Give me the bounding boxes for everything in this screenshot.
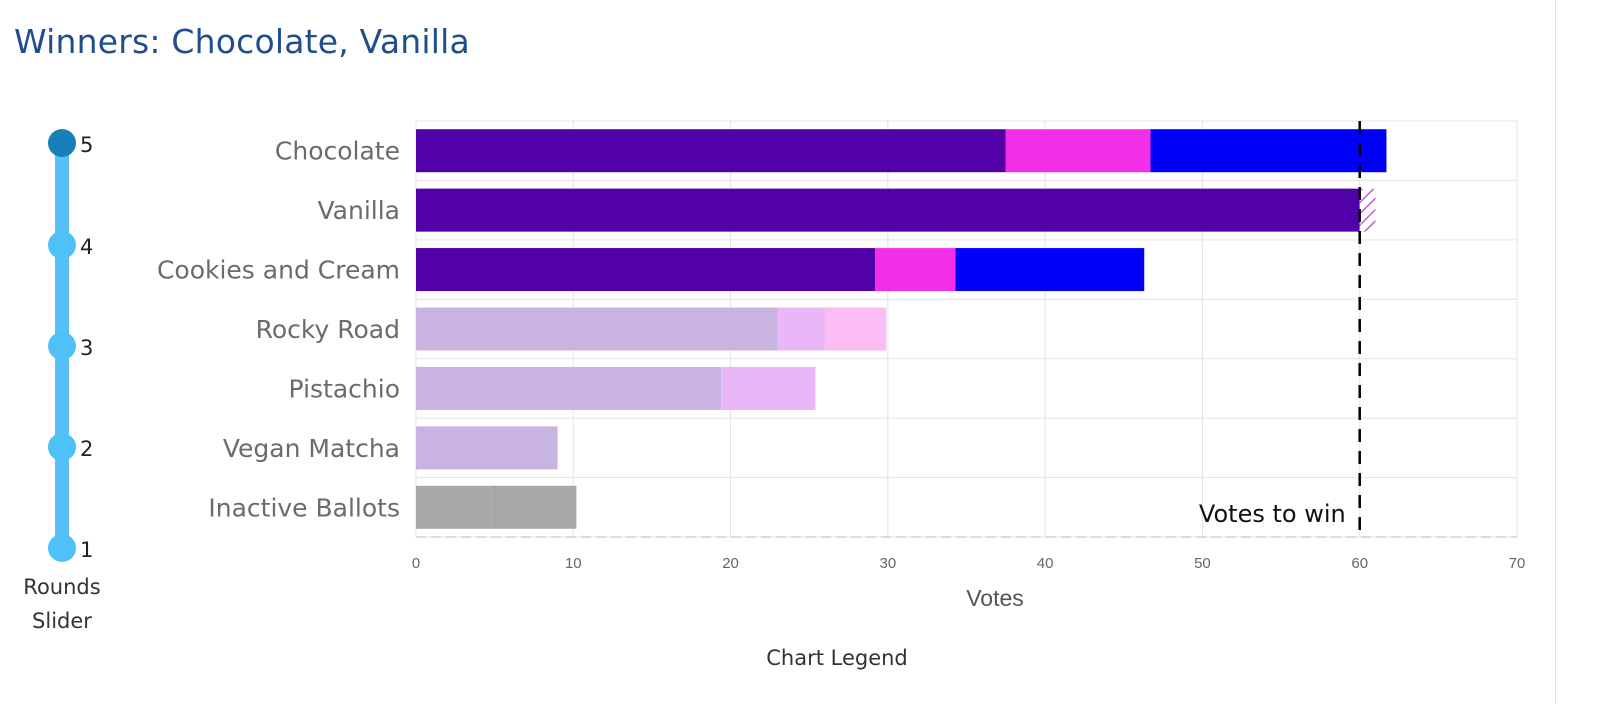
- bar-segment: [1005, 129, 1151, 173]
- x-tick-label: 10: [565, 555, 582, 572]
- slider-label-1: 1: [80, 538, 94, 562]
- slider-stop-4[interactable]: [48, 231, 76, 259]
- chart-legend-caption: Chart Legend: [766, 646, 908, 670]
- x-axis-title: Votes: [966, 585, 1024, 611]
- panel-border: [1555, 0, 1556, 704]
- page-title: Winners: Chocolate, Vanilla: [14, 22, 470, 61]
- x-tick-label: 50: [1194, 555, 1211, 572]
- threshold-label: Votes to win: [1199, 500, 1346, 528]
- slider-stop-3[interactable]: [48, 332, 76, 360]
- slider-label-4: 4: [80, 235, 94, 259]
- x-tick-label: 0: [412, 555, 420, 572]
- bar-segment: [416, 248, 876, 292]
- bar-segment: [416, 129, 1006, 173]
- slider-stop-2[interactable]: [48, 433, 76, 461]
- bar-segment: [955, 248, 1145, 292]
- x-tick-label: 30: [880, 555, 897, 572]
- x-tick-label: 60: [1351, 555, 1368, 572]
- category-label: Inactive Ballots: [208, 493, 400, 522]
- slider-stop-1[interactable]: [48, 534, 76, 562]
- bar-segment: [416, 307, 778, 351]
- category-label: Vegan Matcha: [223, 434, 400, 463]
- category-label: Pistachio: [289, 374, 400, 403]
- slider-label-2: 2: [80, 437, 94, 461]
- bar-segment: [416, 485, 495, 529]
- category-label: Chocolate: [275, 137, 400, 166]
- x-tick-label: 70: [1509, 555, 1526, 572]
- slider-caption-rounds: Rounds: [23, 575, 101, 599]
- bar-segment: [416, 366, 722, 410]
- bar-segment: [824, 307, 887, 351]
- bar-segment: [721, 366, 816, 410]
- bar-segment: [1150, 129, 1387, 173]
- bar-segment: [416, 188, 1360, 232]
- category-label: Vanilla: [318, 196, 400, 225]
- bar-segment: [494, 485, 577, 529]
- category-label: Rocky Road: [256, 315, 400, 344]
- x-tick-label: 20: [722, 555, 739, 572]
- x-tick-label: 40: [1037, 555, 1054, 572]
- slider-label-3: 3: [80, 336, 94, 360]
- slider-label-5: 5: [80, 133, 94, 157]
- slider-handle[interactable]: [48, 129, 76, 157]
- bar-segment: [777, 307, 825, 351]
- bar-segment: [1359, 188, 1376, 232]
- slider-caption-slider: Slider: [32, 609, 92, 633]
- bar-segment: [875, 248, 956, 292]
- rounds-slider[interactable]: 5 4 3 2 1 Rounds Slider: [0, 0, 140, 704]
- category-label: Cookies and Cream: [157, 256, 400, 285]
- bar-segment: [416, 426, 558, 470]
